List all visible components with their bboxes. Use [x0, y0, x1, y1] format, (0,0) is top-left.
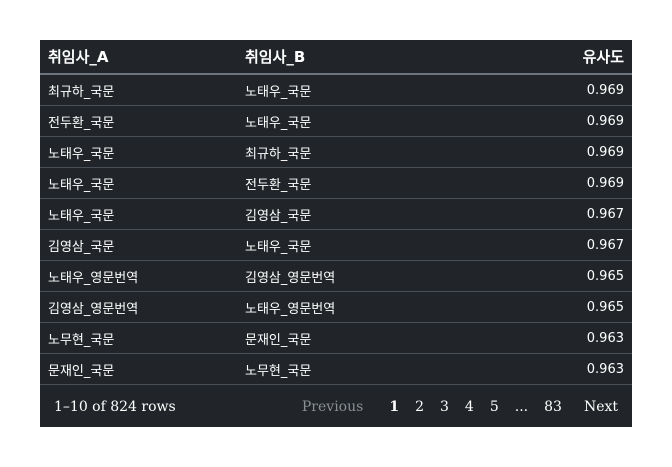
- cell-similarity: 0.969: [496, 167, 632, 199]
- page-button-3[interactable]: 3: [439, 399, 449, 415]
- cell-inaugural-a: 노무현_국문: [40, 322, 237, 354]
- cell-inaugural-a: 노태우_국문: [40, 136, 237, 168]
- page-button-5[interactable]: 5: [489, 399, 499, 415]
- cell-similarity: 0.969: [496, 105, 632, 137]
- cell-similarity: 0.963: [496, 353, 632, 385]
- similarity-table: 취임사_A 취임사_B 유사도 최규하_국문 노태우_국문 0.969 전두환_국문 노…: [40, 40, 632, 385]
- cell-inaugural-b: 노태우_국문: [237, 105, 496, 137]
- row-count-info: 1–10 of 824 rows: [54, 399, 176, 415]
- page-button-2[interactable]: 2: [415, 399, 424, 415]
- cell-similarity: 0.967: [496, 198, 632, 230]
- table-row: 전두환_국문 노태우_국문 0.969: [40, 105, 632, 137]
- table-row: 문재인_국문 노무현_국문 0.963: [40, 353, 632, 385]
- cell-inaugural-b: 노태우_국문: [237, 74, 496, 106]
- cell-inaugural-a: 김영삼_영문번역: [40, 291, 237, 323]
- cell-similarity: 0.965: [496, 260, 632, 292]
- table-header-row: 취임사_A 취임사_B 유사도: [40, 40, 632, 75]
- pagination-ellipsis: ...: [514, 399, 529, 415]
- cell-similarity: 0.969: [496, 136, 632, 168]
- cell-inaugural-a: 노태우_국문: [40, 198, 237, 230]
- cell-similarity: 0.963: [496, 322, 632, 354]
- table-row: 노태우_국문 김영삼_국문 0.967: [40, 198, 632, 230]
- pagination: Previous 1 2 3 4 5 ... 83 Next: [302, 399, 618, 415]
- cell-inaugural-a: 최규하_국문: [40, 74, 237, 106]
- page-button-last[interactable]: 83: [544, 399, 562, 415]
- table-row: 김영삼_영문번역 노태우_영문번역 0.965: [40, 291, 632, 323]
- column-header-b[interactable]: 취임사_B: [237, 40, 496, 75]
- table-row: 노태우_영문번역 김영삼_영문번역 0.965: [40, 260, 632, 292]
- cell-inaugural-a: 노태우_영문번역: [40, 260, 237, 292]
- cell-inaugural-b: 노무현_국문: [237, 353, 496, 385]
- results-table-panel: 취임사_A 취임사_B 유사도 최규하_국문 노태우_국문 0.969 전두환_국문 노…: [40, 40, 632, 427]
- cell-inaugural-b: 노태우_영문번역: [237, 291, 496, 323]
- cell-inaugural-b: 문재인_국문: [237, 322, 496, 354]
- table-row: 노태우_국문 전두환_국문 0.969: [40, 167, 632, 199]
- table-row: 김영삼_국문 노태우_국문 0.967: [40, 229, 632, 261]
- cell-inaugural-a: 노태우_국문: [40, 167, 237, 199]
- table-row: 최규하_국문 노태우_국문 0.969: [40, 74, 632, 106]
- cell-inaugural-b: 김영삼_국문: [237, 198, 496, 230]
- page-button-1[interactable]: 1: [389, 399, 400, 415]
- page-button-4[interactable]: 4: [464, 399, 474, 415]
- cell-similarity: 0.969: [496, 74, 632, 106]
- cell-inaugural-b: 노태우_국문: [237, 229, 496, 261]
- cell-inaugural-a: 문재인_국문: [40, 353, 237, 385]
- previous-page-button[interactable]: Previous: [301, 399, 364, 415]
- table-footer: 1–10 of 824 rows Previous 1 2 3 4 5 ... …: [40, 387, 632, 427]
- table-row: 노태우_국문 최규하_국문 0.969: [40, 136, 632, 168]
- table-row: 노무현_국문 문재인_국문 0.963: [40, 322, 632, 354]
- cell-similarity: 0.965: [496, 291, 632, 323]
- column-header-a[interactable]: 취임사_A: [40, 40, 237, 75]
- cell-inaugural-a: 전두환_국문: [40, 105, 237, 137]
- column-header-similarity[interactable]: 유사도: [496, 40, 632, 75]
- cell-inaugural-a: 김영삼_국문: [40, 229, 237, 261]
- cell-inaugural-b: 김영삼_영문번역: [237, 260, 496, 292]
- cell-inaugural-b: 최규하_국문: [237, 136, 496, 168]
- cell-similarity: 0.967: [496, 229, 632, 261]
- cell-inaugural-b: 전두환_국문: [237, 167, 496, 199]
- next-page-button[interactable]: Next: [583, 399, 618, 415]
